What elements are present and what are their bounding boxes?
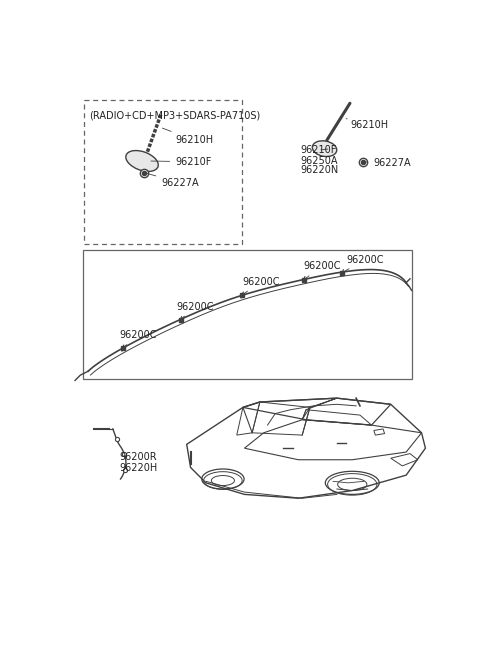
Ellipse shape <box>126 151 158 172</box>
Text: (RADIO+CD+MP3+SDARS-PA710S): (RADIO+CD+MP3+SDARS-PA710S) <box>89 111 260 121</box>
Text: 96227A: 96227A <box>366 159 411 168</box>
Text: 96200C: 96200C <box>242 277 280 293</box>
Text: 96200C: 96200C <box>119 330 156 346</box>
Text: 96210F: 96210F <box>300 145 336 155</box>
Text: 96200C: 96200C <box>345 255 384 271</box>
Text: 96220N: 96220N <box>300 165 338 176</box>
Text: 96210H: 96210H <box>162 128 213 145</box>
Text: 96227A: 96227A <box>146 174 199 187</box>
Text: 96250A: 96250A <box>300 156 337 166</box>
Ellipse shape <box>312 141 337 157</box>
Text: 96220H: 96220H <box>119 463 157 473</box>
Text: 96210F: 96210F <box>151 157 212 167</box>
Text: 96200C: 96200C <box>304 261 341 278</box>
Text: 96200C: 96200C <box>177 301 214 318</box>
Text: 96210H: 96210H <box>346 119 388 130</box>
Bar <box>84 100 242 244</box>
Bar <box>83 250 411 379</box>
Text: 96200R: 96200R <box>119 453 156 462</box>
